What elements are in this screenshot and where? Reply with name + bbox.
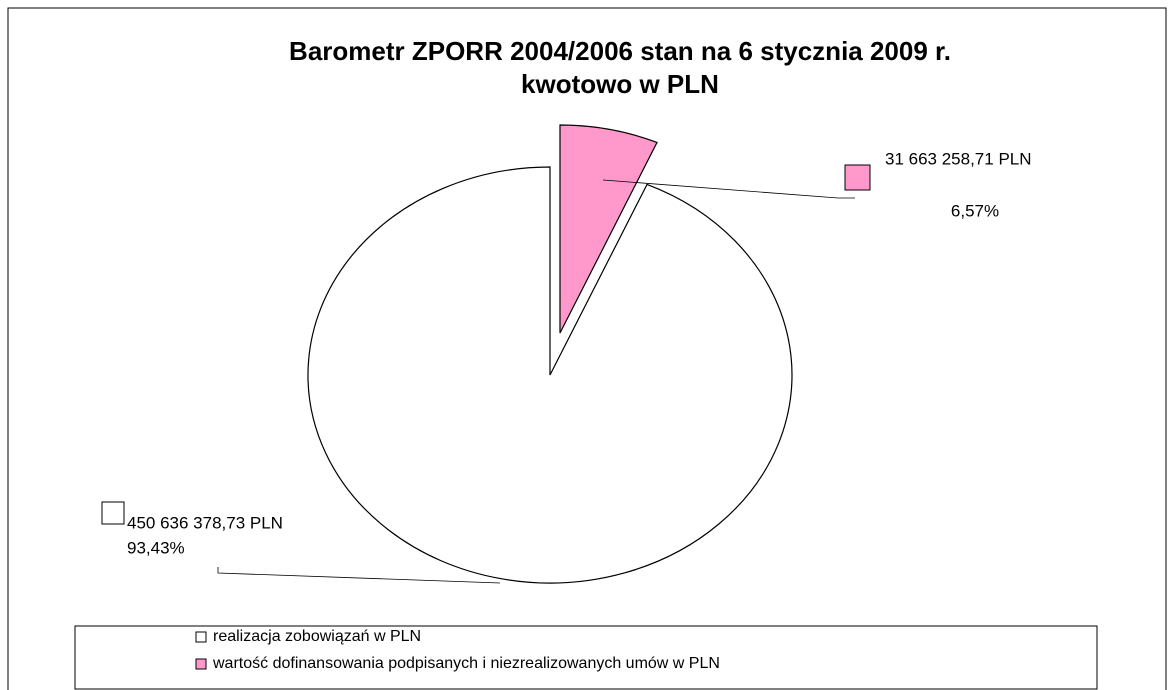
- label-swatch: [844, 164, 871, 191]
- leader-line: [602, 179, 855, 199]
- leader-line: [217, 567, 501, 584]
- legend-swatch: [195, 631, 207, 643]
- percent-label: 6,57%: [951, 201, 999, 220]
- value-label: 31 663 258,71 PLN: [885, 149, 1032, 168]
- pie-slice: [307, 166, 793, 584]
- legend-label: realizacja zobowiązań w PLN: [213, 628, 421, 645]
- value-label: 450 636 378,73 PLN: [127, 513, 283, 532]
- percent-label: 93,43%: [127, 538, 185, 557]
- pie-slice: [559, 124, 658, 334]
- chart-frame: [7, 7, 1167, 690]
- chart-title: kwotowo w PLN: [521, 69, 719, 99]
- chart-title: Barometr ZPORR 2004/2006 stan na 6 stycz…: [289, 36, 951, 66]
- legend-label: wartość dofinansowania podpisanych i nie…: [212, 655, 720, 672]
- legend-swatch: [195, 658, 207, 670]
- legend-box: [74, 625, 1098, 690]
- label-swatch: [101, 501, 125, 525]
